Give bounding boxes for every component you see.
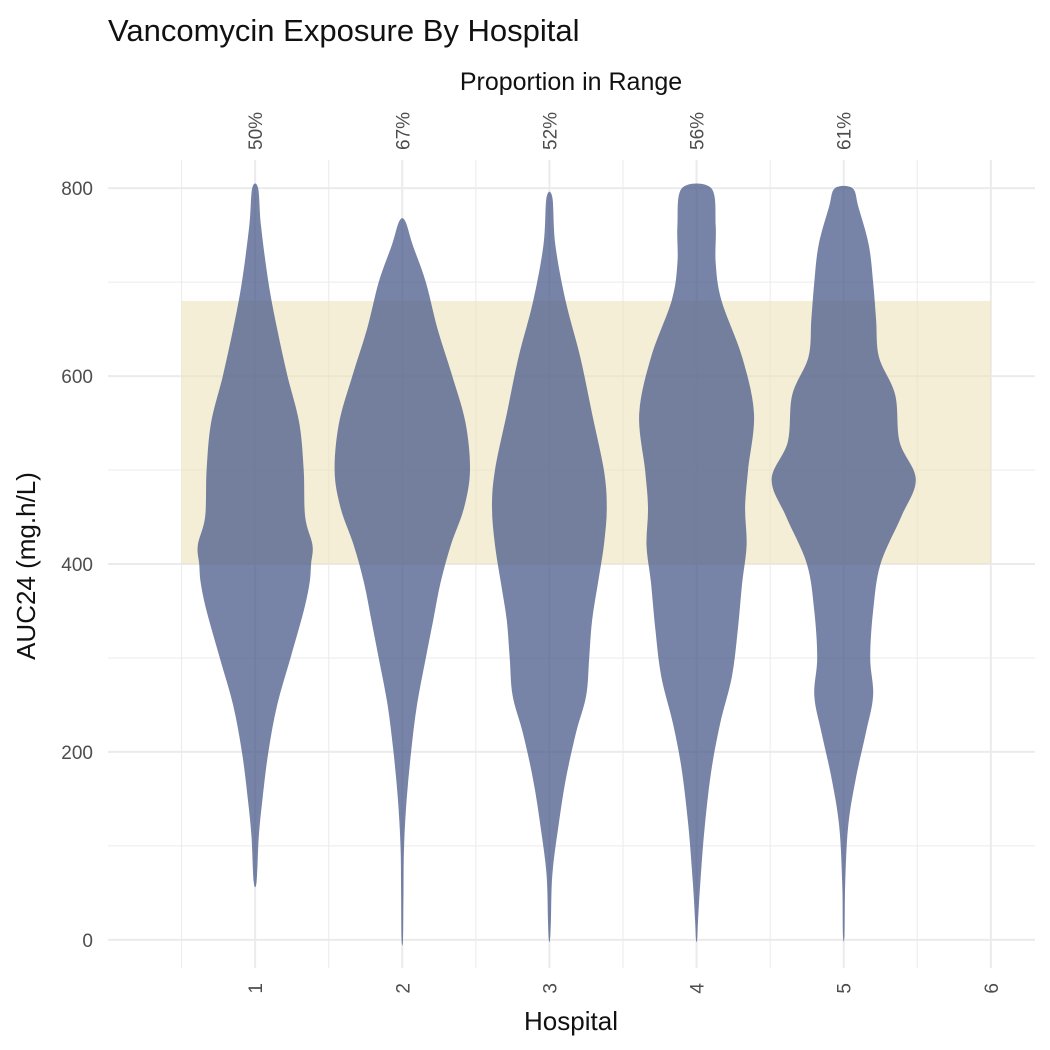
violin-hospital-4 — [639, 183, 755, 943]
y-tick-label: 0 — [82, 931, 93, 952]
x-tick-label: 1 — [246, 983, 267, 994]
x-axis-title: Hospital — [524, 1006, 618, 1036]
proportion-label: 61% — [835, 112, 856, 150]
x-tick-label: 2 — [393, 983, 414, 994]
violin-hospital-5 — [771, 185, 916, 942]
proportion-label: 50% — [246, 112, 267, 150]
y-tick-label: 200 — [61, 743, 93, 764]
proportion-label: 56% — [688, 112, 709, 150]
y-tick-label: 600 — [61, 367, 93, 388]
violin-hospital-2 — [334, 218, 471, 946]
y-axis-title: AUC24 (mg.h/L) — [11, 472, 41, 660]
proportion-label: 67% — [393, 112, 414, 150]
x-tick-labels: 1 2 3 4 5 6 — [246, 983, 1003, 994]
y-tick-label: 400 — [61, 555, 93, 576]
top-axis-title: Proportion in Range — [460, 68, 682, 96]
violin-layer — [197, 183, 916, 946]
chart-title: Vancomycin Exposure By Hospital — [108, 13, 580, 48]
proportion-label: 52% — [540, 112, 561, 150]
x-tick-label: 6 — [982, 983, 1003, 994]
y-tick-label: 800 — [61, 179, 93, 200]
y-tick-labels: 0 200 400 600 800 — [61, 179, 93, 952]
x-tick-label: 3 — [540, 983, 561, 994]
proportion-labels: 50% 67% 52% 56% 61% — [246, 112, 856, 150]
violin-hospital-1 — [197, 183, 313, 888]
violin-hospital-3 — [492, 191, 607, 943]
x-tick-label: 4 — [688, 983, 709, 994]
x-tick-label: 5 — [835, 983, 856, 994]
